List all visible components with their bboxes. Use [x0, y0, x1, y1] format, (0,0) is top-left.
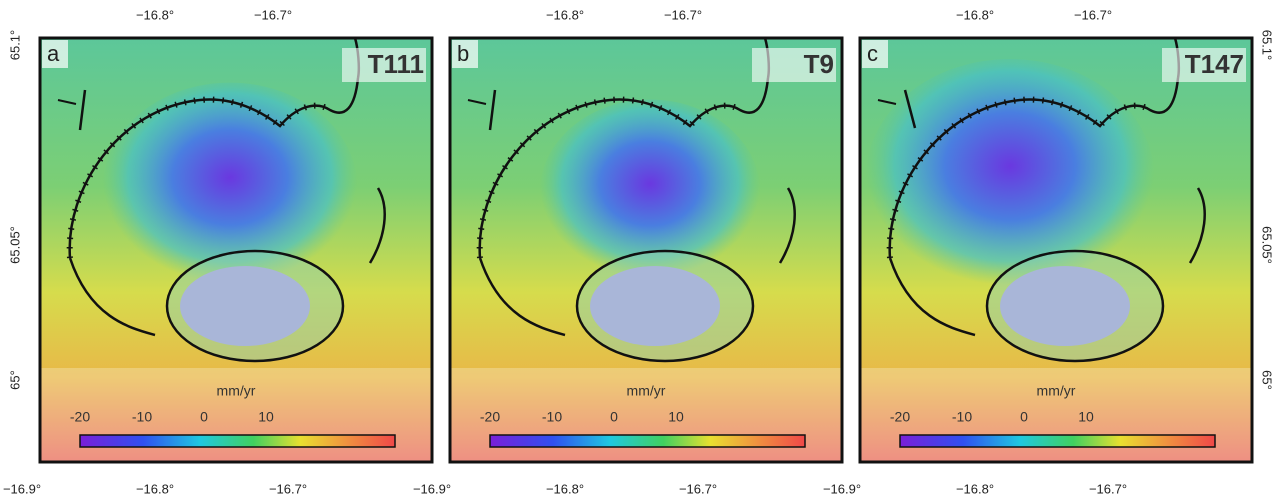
colorbar-tick-label: -10 — [952, 409, 972, 425]
colorbar — [900, 435, 1215, 447]
colorbar-tick-label: -20 — [70, 409, 90, 425]
colorbar-tick-label: -20 — [480, 409, 500, 425]
top-tick-label: −16.7° — [664, 7, 702, 22]
colorbar-tick-label: 10 — [258, 409, 274, 425]
colorbar-tick-label: -20 — [890, 409, 910, 425]
lake — [590, 266, 720, 346]
top-tick-label: −16.7° — [1074, 7, 1112, 22]
colorbar-tick-label: -10 — [542, 409, 562, 425]
track-name: T9 — [804, 49, 834, 79]
bottom-tick-label: −16.7° — [1089, 481, 1127, 496]
colorbar-tick-label: 0 — [200, 409, 208, 425]
top-tick-label: −16.8° — [136, 7, 174, 22]
bottom-tick-label: −16.8° — [546, 481, 584, 496]
colorbar — [80, 435, 395, 447]
colorbar-unit: mm/yr — [627, 383, 666, 399]
bottom-tick-label: −16.9° — [3, 481, 41, 496]
colorbar-tick-label: 10 — [668, 409, 684, 425]
track-name: T111 — [368, 49, 424, 79]
bottom-tick-label: −16.9° — [413, 481, 451, 496]
bottom-tick-label: −16.9° — [823, 481, 861, 496]
panel-letter: b — [457, 41, 469, 66]
panel-letter: c — [867, 41, 878, 66]
top-tick-label: −16.8° — [546, 7, 584, 22]
map-panel: c T147 mm/yr -20 -10 0 10 — [860, 38, 1252, 462]
bottom-tick-label: −16.7° — [269, 481, 307, 496]
lake — [1000, 266, 1130, 346]
colorbar-tick-label: 10 — [1078, 409, 1094, 425]
map-panel: b T9 mm/yr -20 -10 0 10 — [450, 38, 842, 462]
colorbar-unit: mm/yr — [217, 383, 256, 399]
bottom-tick-label: −16.7° — [679, 481, 717, 496]
top-tick-label: −16.8° — [956, 7, 994, 22]
colorbar-unit: mm/yr — [1037, 383, 1076, 399]
colorbar-tick-label: 0 — [1020, 409, 1028, 425]
colorbar-tick-label: -10 — [132, 409, 152, 425]
right-tick-label: 65° — [1260, 370, 1275, 390]
bottom-tick-label: −16.8° — [956, 481, 994, 496]
left-tick-label: 65° — [7, 370, 22, 390]
right-tick-label: 65.05° — [1260, 226, 1275, 264]
lake — [180, 266, 310, 346]
left-tick-label: 65.05° — [7, 226, 22, 264]
track-name: T147 — [1185, 49, 1244, 79]
map-panel: a T111 mm/yr -20 -10 0 10 — [40, 38, 432, 462]
figure: a T111 mm/yr -20 -10 0 10 −16.8° −16.7° −16.9° −16… — [0, 0, 1280, 504]
top-tick-label: −16.7° — [254, 7, 292, 22]
colorbar-tick-label: 0 — [610, 409, 618, 425]
panel-letter: a — [47, 41, 60, 66]
left-tick-label: 65.1° — [7, 30, 22, 61]
right-tick-label: 65.1° — [1260, 30, 1275, 61]
bottom-tick-label: −16.8° — [136, 481, 174, 496]
colorbar — [490, 435, 805, 447]
